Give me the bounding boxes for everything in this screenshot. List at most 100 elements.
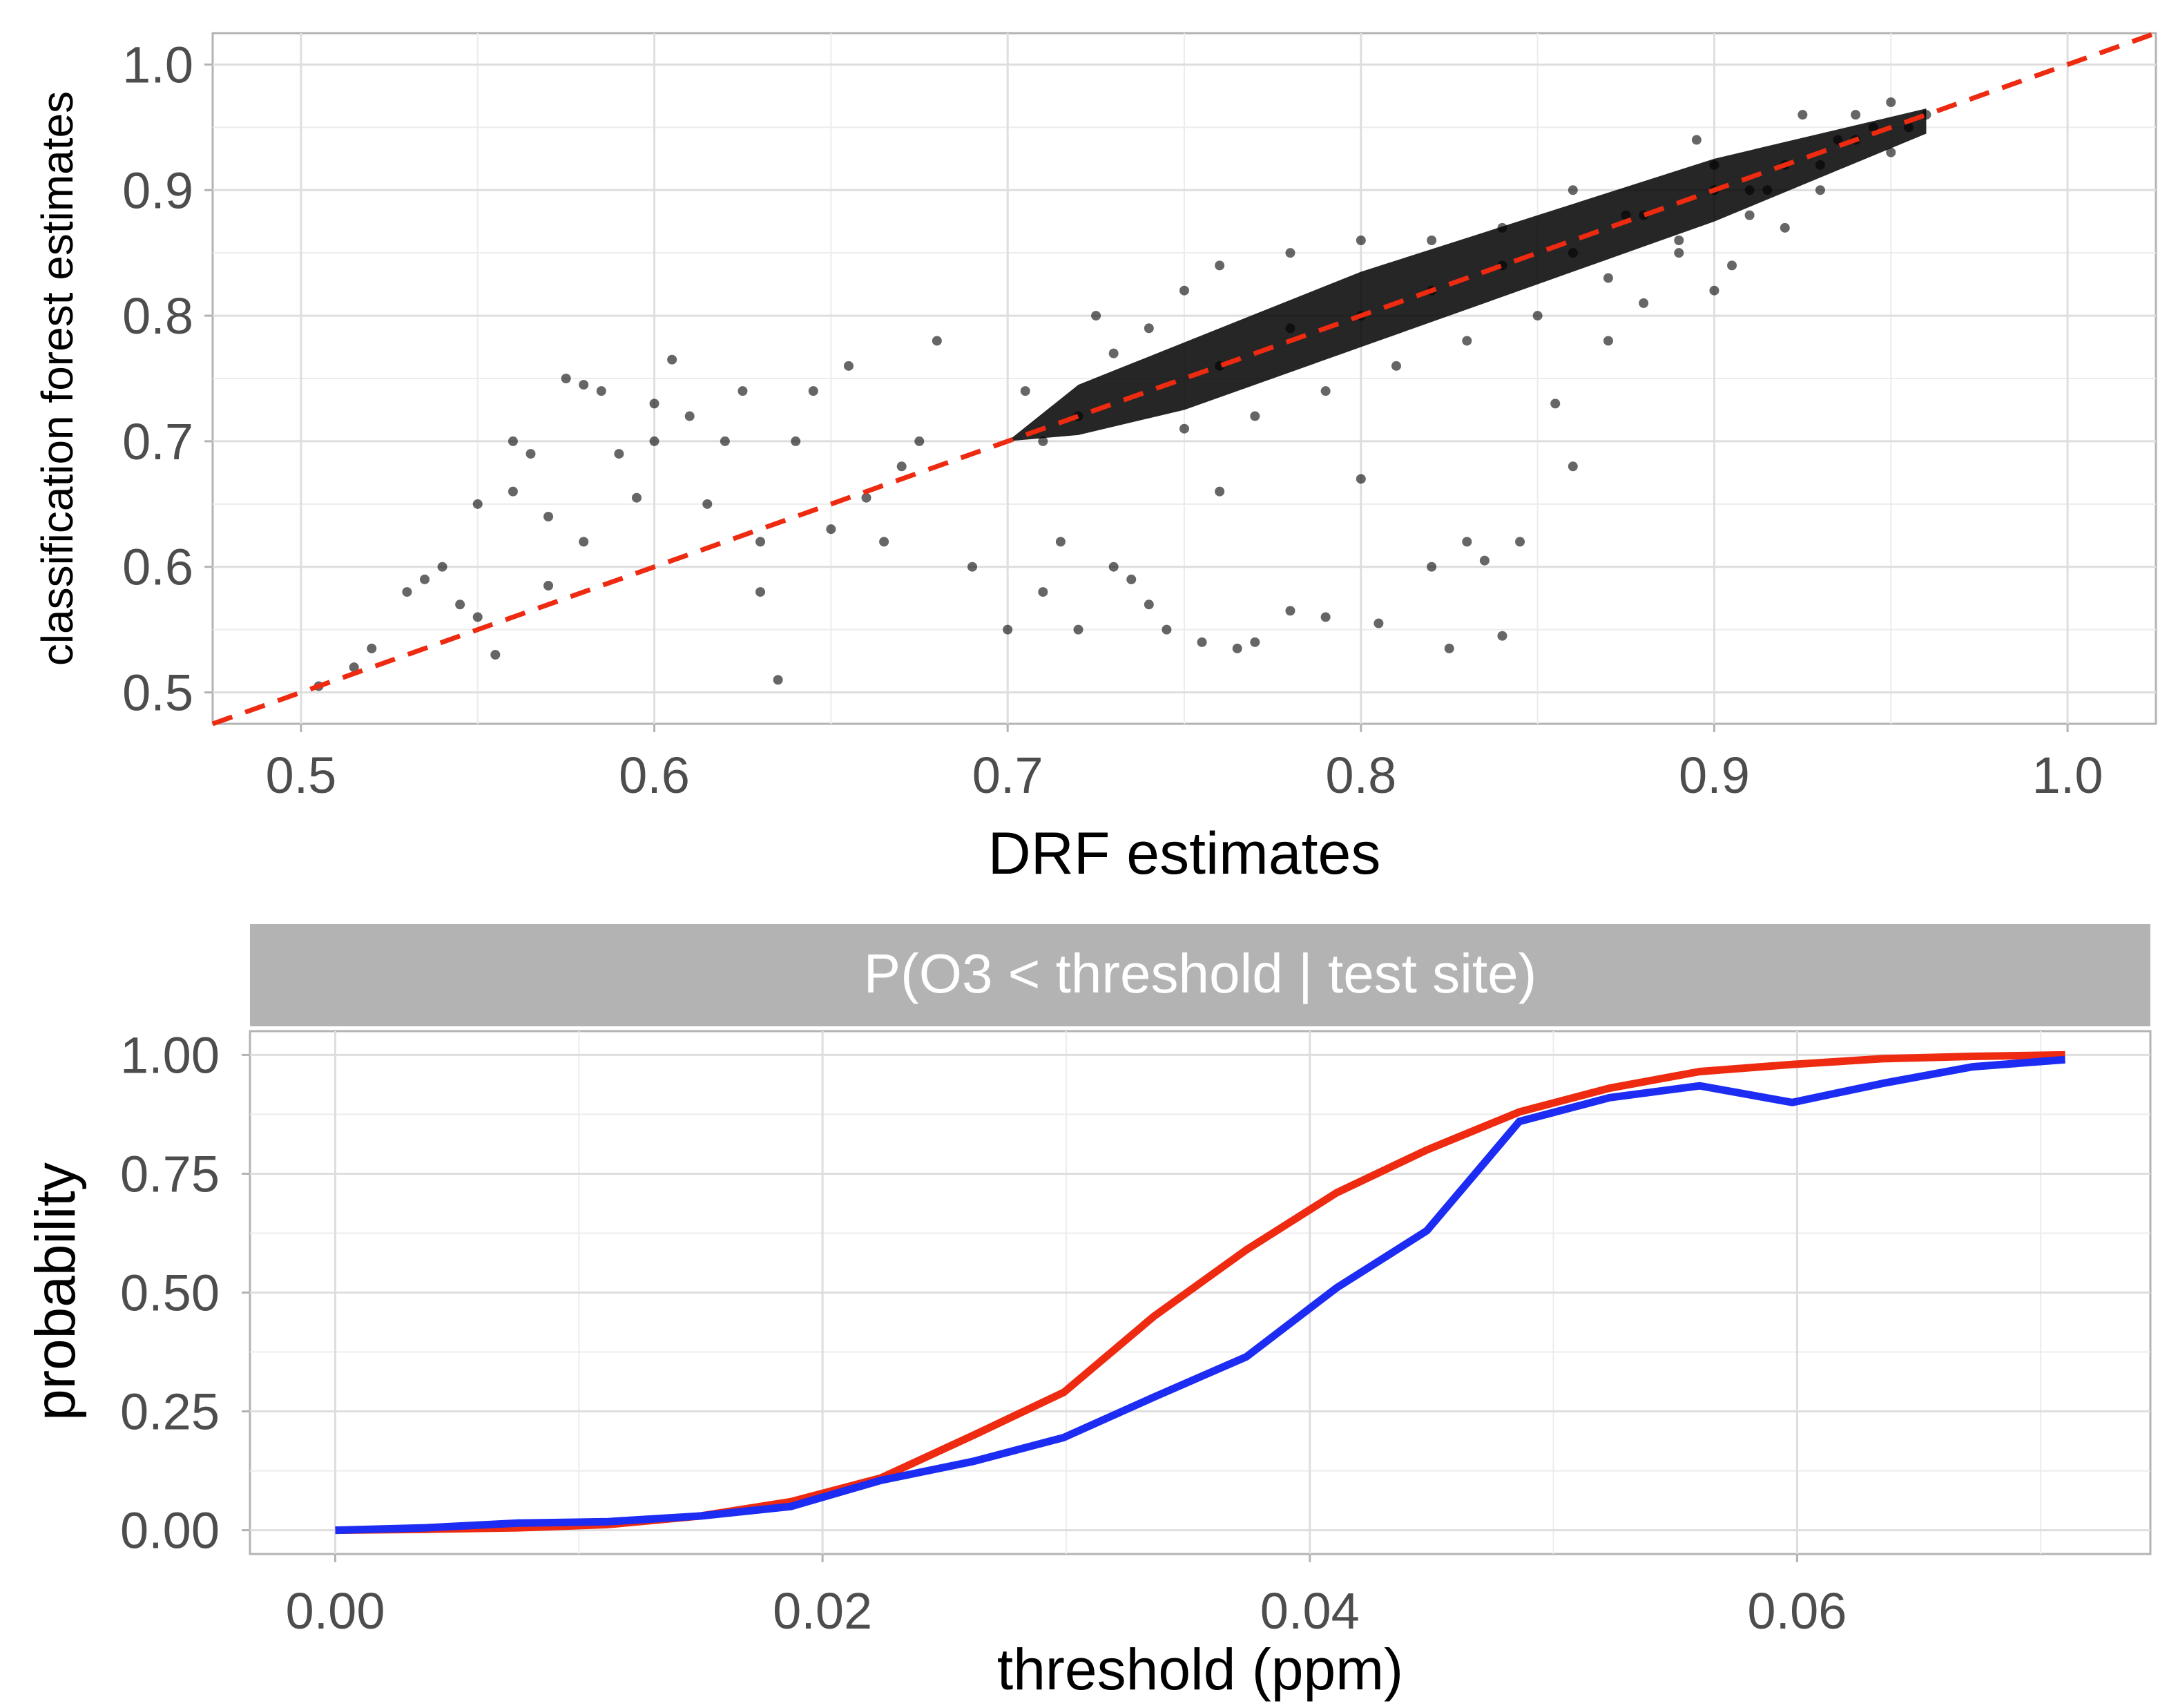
scatter-point [561,374,571,383]
scatter-point [1886,97,1896,107]
scatter-point [579,537,589,547]
scatter-point [1356,474,1366,484]
scatter-point [1603,336,1613,346]
line-y-tick-label: 0.00 [120,1502,220,1560]
scatter-x-tick-label: 0.9 [1679,747,1750,804]
scatter-point [1780,222,1790,233]
scatter-x-tick-label: 0.7 [972,747,1043,804]
scatter-point [596,386,606,396]
scatter-point [702,499,713,509]
scatter-point [1851,110,1861,120]
scatter-point [1197,637,1207,647]
scatter-point [1320,612,1331,622]
scatter-point [1532,311,1543,321]
scatter-point [826,524,836,535]
scatter-point [1709,285,1719,296]
scatter-point [631,492,642,503]
scatter-point [1462,336,1472,346]
scatter-point [1108,562,1119,572]
scatter-point [1126,574,1137,584]
scatter-point [1232,643,1242,653]
scatter-point [472,499,483,509]
scatter-x-tick-label: 0.6 [619,747,690,804]
line-grid [250,1031,2150,1554]
scatter-point [472,612,483,622]
scatter-point [720,436,730,446]
scatter-point [1215,486,1225,497]
scatter-point [649,436,659,446]
scatter-y-tick-label: 0.7 [122,413,193,470]
scatter-point [1179,423,1189,434]
scatter-point [1903,122,1914,133]
scatter-point [1285,323,1295,334]
scatter-point [402,587,412,597]
line-panel: P(O3 < threshold | test site) 0.000.250.… [24,924,2152,1702]
scatter-point [579,380,589,390]
scatter-point [1603,273,1613,283]
scatter-point [437,562,447,572]
scatter-point [1391,361,1401,371]
scatter-point [1038,587,1048,597]
scatter-y-tick-label: 0.6 [122,539,193,596]
scatter-point [508,486,518,497]
scatter-point [808,386,818,396]
scatter-point [1674,248,1684,258]
scatter-point [419,574,430,584]
line-series-2 [335,1055,2065,1535]
line-y-tick-labels: 0.00 0.25 0.50 0.75 1.00 [120,1026,250,1560]
scatter-point [879,537,889,547]
scatter-point [1674,236,1684,245]
scatter-point [967,562,978,572]
scatter-point [1427,236,1437,245]
line-y-tick-label: 1.00 [120,1026,220,1084]
scatter-point [1285,248,1295,258]
scatter-point [1144,599,1154,610]
scatter-x-tick-label: 1.0 [2032,747,2103,804]
scatter-y-tick-label: 0.9 [122,162,193,219]
scatter-point [1568,185,1578,195]
scatter-point [1055,537,1066,547]
line-y-tick-label: 0.75 [120,1145,220,1202]
scatter-point [1162,624,1172,635]
scatter-x-tick-labels: 0.5 0.6 0.7 0.8 0.9 1.0 [265,724,2103,804]
scatter-point [543,581,554,591]
scatter-x-axis-label: DRF estimates [988,821,1381,887]
scatter-point [738,386,748,396]
scatter-point [932,336,942,346]
scatter-point [349,662,359,673]
scatter-point [614,449,624,459]
scatter-point [791,436,801,446]
scatter-x-tick-label: 0.8 [1325,747,1396,804]
scatter-y-tick-labels: 0.5 0.6 0.7 0.8 0.9 1.0 [122,36,213,722]
scatter-point [1038,436,1048,446]
scatter-point [1621,210,1631,220]
scatter-point [1374,618,1384,628]
line-series-group [335,1050,2065,1535]
scatter-point [1250,637,1260,647]
scatter-y-tick-label: 0.8 [122,287,193,345]
scatter-point [1639,298,1649,308]
scatter-point [1444,643,1454,653]
scatter-y-tick-label: 0.5 [122,664,193,722]
scatter-point [1497,222,1507,233]
scatter-point [1073,624,1083,635]
scatter-point [490,650,501,660]
scatter-point [861,492,871,503]
scatter-point [1144,323,1154,334]
scatter-panel: 0.5 0.6 0.7 0.8 0.9 1.0 0.5 0.6 0.7 0.8 0.9 1.0 DR… [32,30,2157,887]
scatter-point [1320,386,1331,396]
scatter-point [367,643,377,653]
scatter-point [649,399,659,409]
scatter-point [1815,185,1825,195]
scatter-point [1691,135,1702,145]
line-y-tick-label: 0.50 [120,1265,220,1322]
scatter-point [1568,461,1578,472]
line-x-tick-label: 0.04 [1260,1582,1360,1640]
scatter-point [1250,411,1260,421]
line-y-tick-label: 0.25 [120,1383,220,1441]
scatter-point [1886,147,1896,157]
scatter-point [1568,248,1578,258]
scatter-point [1515,537,1525,547]
scatter-point [1798,110,1808,120]
